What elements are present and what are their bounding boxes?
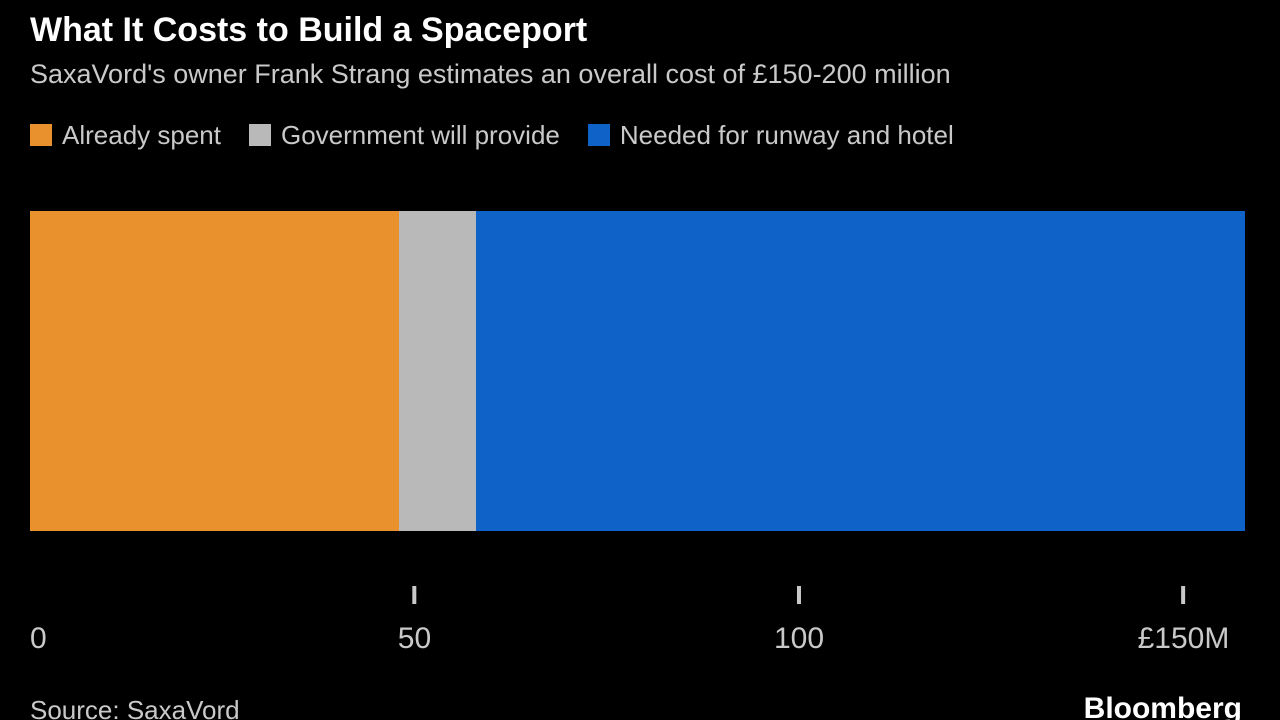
- bar-chart: [30, 211, 1245, 531]
- legend-label: Government will provide: [281, 120, 560, 151]
- legend-item-needed: Needed for runway and hotel: [588, 120, 954, 151]
- legend-swatch: [588, 124, 610, 146]
- segment-government: [399, 211, 476, 531]
- segment-needed: [476, 211, 1245, 531]
- tick-mark: [1181, 586, 1185, 604]
- chart-subtitle: SaxaVord's owner Frank Strang estimates …: [30, 57, 1250, 92]
- legend-label: Needed for runway and hotel: [620, 120, 954, 151]
- segment-already-spent: [30, 211, 399, 531]
- tick-label: £150M: [1138, 622, 1230, 656]
- x-axis: 0 50 100 £150M: [30, 586, 1245, 676]
- legend-label: Already spent: [62, 120, 221, 151]
- tick-0: 0: [30, 586, 47, 656]
- brand-text: Bloomberg: [1084, 692, 1242, 720]
- tick-100: 100: [774, 586, 824, 656]
- tick-label: 0: [30, 622, 47, 656]
- legend-item-government: Government will provide: [249, 120, 560, 151]
- chart-title: What It Costs to Build a Spaceport: [30, 10, 1250, 51]
- tick-label: 100: [774, 622, 824, 656]
- tick-mark: [412, 586, 416, 604]
- tick-mark: [797, 586, 801, 604]
- tick-50: 50: [398, 586, 431, 656]
- legend-item-already-spent: Already spent: [30, 120, 221, 151]
- tick-label: 50: [398, 622, 431, 656]
- tick-150: £150M: [1138, 586, 1230, 656]
- legend: Already spent Government will provide Ne…: [30, 120, 1250, 151]
- stacked-bar: [30, 211, 1245, 531]
- chart-container: What It Costs to Build a Spaceport SaxaV…: [0, 0, 1280, 720]
- legend-swatch: [30, 124, 52, 146]
- legend-swatch: [249, 124, 271, 146]
- source-text: Source: SaxaVord: [30, 695, 240, 720]
